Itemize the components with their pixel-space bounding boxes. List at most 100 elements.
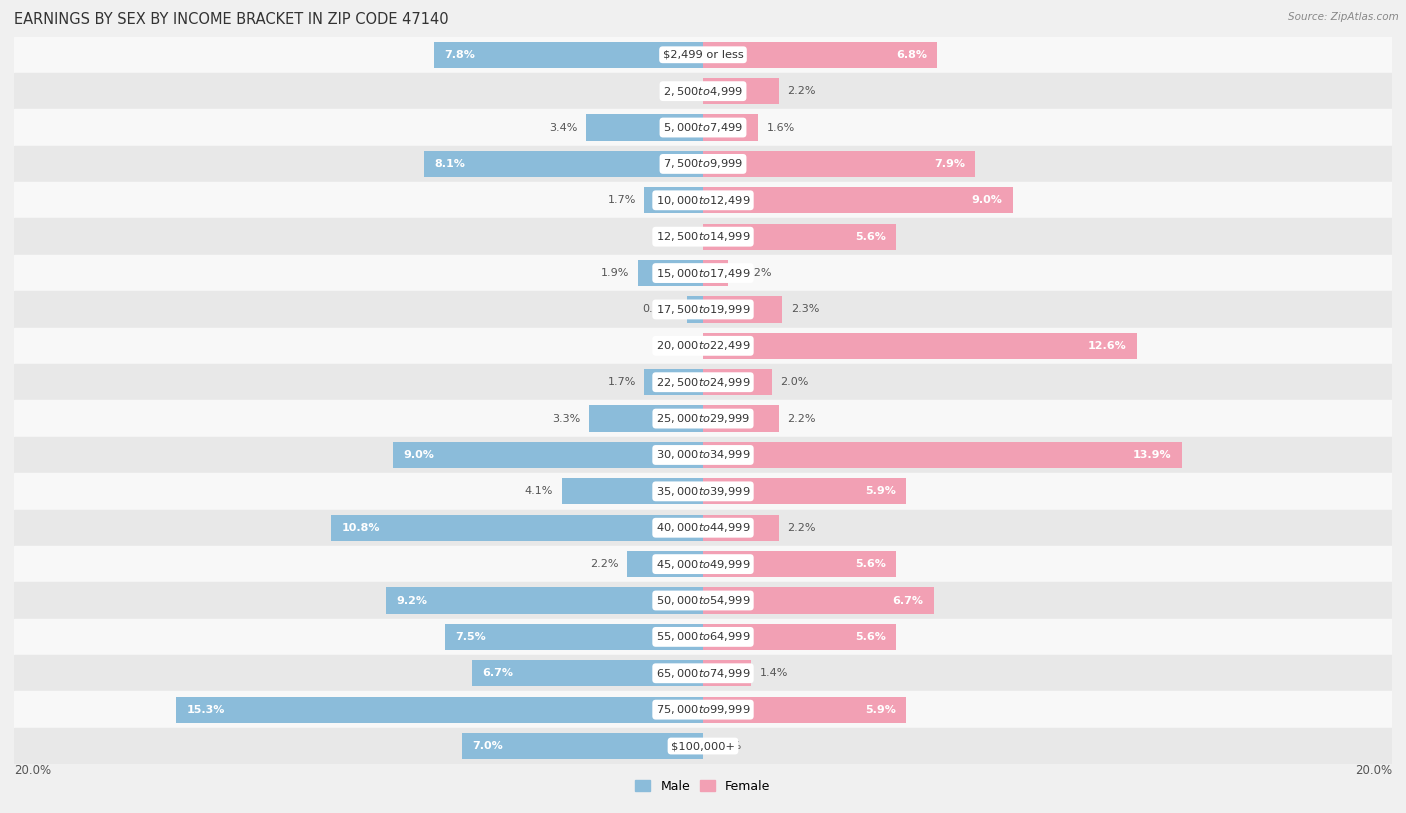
Text: $65,000 to $74,999: $65,000 to $74,999 xyxy=(655,667,751,680)
Bar xyxy=(703,187,1012,213)
Text: 5.9%: 5.9% xyxy=(865,486,896,497)
Bar xyxy=(14,146,1392,182)
Text: 9.0%: 9.0% xyxy=(972,195,1002,206)
Text: 1.6%: 1.6% xyxy=(766,123,794,133)
Bar xyxy=(14,37,1392,73)
Bar xyxy=(14,546,1392,582)
Bar xyxy=(387,588,703,614)
Text: 6.8%: 6.8% xyxy=(896,50,927,60)
Bar xyxy=(703,697,907,723)
Text: 1.7%: 1.7% xyxy=(607,195,636,206)
Text: 2.0%: 2.0% xyxy=(780,377,808,387)
Text: $75,000 to $99,999: $75,000 to $99,999 xyxy=(655,703,751,716)
Bar xyxy=(14,728,1392,764)
Text: 0.0%: 0.0% xyxy=(665,232,693,241)
Text: 2.2%: 2.2% xyxy=(787,86,815,96)
Text: 9.0%: 9.0% xyxy=(404,450,434,460)
Bar xyxy=(703,115,758,141)
Text: 10.8%: 10.8% xyxy=(342,523,380,533)
Text: 7.8%: 7.8% xyxy=(444,50,475,60)
Bar xyxy=(703,260,728,286)
Bar xyxy=(644,369,703,395)
Text: 5.9%: 5.9% xyxy=(865,705,896,715)
Bar xyxy=(392,442,703,468)
Bar xyxy=(703,551,896,577)
Bar xyxy=(644,187,703,213)
Bar xyxy=(703,406,779,432)
Bar xyxy=(444,624,703,650)
Bar xyxy=(14,510,1392,546)
Text: 3.4%: 3.4% xyxy=(548,123,578,133)
Text: $7,500 to $9,999: $7,500 to $9,999 xyxy=(664,158,742,171)
Text: 20.0%: 20.0% xyxy=(14,764,51,777)
Text: 6.7%: 6.7% xyxy=(893,595,924,606)
Text: $35,000 to $39,999: $35,000 to $39,999 xyxy=(655,485,751,498)
Text: 0.47%: 0.47% xyxy=(643,304,678,315)
Text: Source: ZipAtlas.com: Source: ZipAtlas.com xyxy=(1288,12,1399,22)
Text: $2,500 to $4,999: $2,500 to $4,999 xyxy=(664,85,742,98)
Bar xyxy=(434,41,703,67)
Bar xyxy=(14,328,1392,364)
Text: $40,000 to $44,999: $40,000 to $44,999 xyxy=(655,521,751,534)
Bar xyxy=(686,297,703,323)
Bar xyxy=(703,41,938,67)
Bar xyxy=(703,297,782,323)
Bar xyxy=(703,588,934,614)
Bar xyxy=(14,691,1392,728)
Text: $50,000 to $54,999: $50,000 to $54,999 xyxy=(655,594,751,607)
Bar xyxy=(703,333,1137,359)
Bar xyxy=(461,733,703,759)
Bar xyxy=(14,364,1392,401)
Text: EARNINGS BY SEX BY INCOME BRACKET IN ZIP CODE 47140: EARNINGS BY SEX BY INCOME BRACKET IN ZIP… xyxy=(14,12,449,27)
Text: 0.0%: 0.0% xyxy=(713,741,741,751)
Bar xyxy=(14,582,1392,619)
Bar xyxy=(637,260,703,286)
Bar xyxy=(703,224,896,250)
Bar xyxy=(703,369,772,395)
Text: 7.5%: 7.5% xyxy=(456,632,485,642)
Text: $55,000 to $64,999: $55,000 to $64,999 xyxy=(655,630,751,643)
Bar xyxy=(703,515,779,541)
Text: 7.0%: 7.0% xyxy=(472,741,503,751)
Bar xyxy=(14,182,1392,219)
Text: $10,000 to $12,499: $10,000 to $12,499 xyxy=(655,193,751,207)
Text: $30,000 to $34,999: $30,000 to $34,999 xyxy=(655,449,751,462)
Bar xyxy=(14,401,1392,437)
Bar xyxy=(703,78,779,104)
Text: 1.9%: 1.9% xyxy=(600,268,628,278)
Text: 2.2%: 2.2% xyxy=(787,414,815,424)
Text: 2.2%: 2.2% xyxy=(591,559,619,569)
Bar xyxy=(703,660,751,686)
Bar xyxy=(703,442,1182,468)
Legend: Male, Female: Male, Female xyxy=(630,775,776,798)
Bar xyxy=(627,551,703,577)
Text: $20,000 to $22,499: $20,000 to $22,499 xyxy=(655,339,751,352)
Bar xyxy=(425,151,703,177)
Text: 2.3%: 2.3% xyxy=(790,304,820,315)
Text: 1.7%: 1.7% xyxy=(607,377,636,387)
Text: 8.1%: 8.1% xyxy=(434,159,465,169)
Bar xyxy=(330,515,703,541)
Text: 12.6%: 12.6% xyxy=(1088,341,1126,351)
Text: 3.3%: 3.3% xyxy=(553,414,581,424)
Text: $12,500 to $14,999: $12,500 to $14,999 xyxy=(655,230,751,243)
Text: 15.3%: 15.3% xyxy=(186,705,225,715)
Text: 4.1%: 4.1% xyxy=(524,486,553,497)
Text: $15,000 to $17,499: $15,000 to $17,499 xyxy=(655,267,751,280)
Bar xyxy=(472,660,703,686)
Bar xyxy=(562,478,703,504)
Text: $17,500 to $19,999: $17,500 to $19,999 xyxy=(655,303,751,316)
Text: $22,500 to $24,999: $22,500 to $24,999 xyxy=(655,376,751,389)
Text: 5.6%: 5.6% xyxy=(855,632,886,642)
Text: $25,000 to $29,999: $25,000 to $29,999 xyxy=(655,412,751,425)
Bar xyxy=(14,473,1392,510)
Text: $2,499 or less: $2,499 or less xyxy=(662,50,744,60)
Bar xyxy=(703,151,976,177)
Text: 0.0%: 0.0% xyxy=(665,86,693,96)
Bar xyxy=(14,619,1392,655)
Text: $5,000 to $7,499: $5,000 to $7,499 xyxy=(664,121,742,134)
Text: 0.72%: 0.72% xyxy=(737,268,772,278)
Text: 1.4%: 1.4% xyxy=(759,668,789,678)
Bar xyxy=(703,478,907,504)
Text: 9.2%: 9.2% xyxy=(396,595,427,606)
